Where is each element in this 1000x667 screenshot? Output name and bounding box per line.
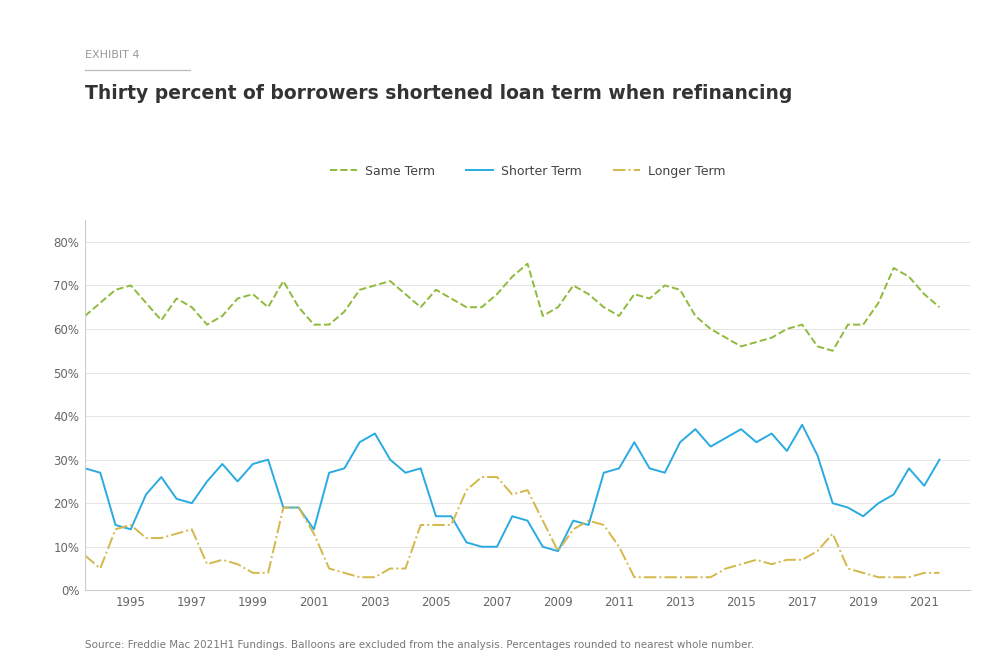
Text: Thirty percent of borrowers shortened loan term when refinancing: Thirty percent of borrowers shortened lo… [85, 85, 792, 103]
Same Term [674, 285, 686, 293]
Longer Term [110, 526, 122, 534]
Longer Term [689, 573, 701, 581]
Longer Term [705, 573, 717, 581]
Longer Term [79, 552, 91, 560]
Line: Same Term: Same Term [85, 263, 939, 351]
Same Term [79, 312, 91, 320]
Shorter Term [445, 512, 457, 520]
Shorter Term [308, 526, 320, 534]
Shorter Term [79, 464, 91, 472]
Same Term [308, 321, 320, 329]
Longer Term [460, 486, 472, 494]
Longer Term [933, 569, 945, 577]
Text: Source: Freddie Mac 2021H1 Fundings. Balloons are excluded from the analysis. Pe: Source: Freddie Mac 2021H1 Fundings. Bal… [85, 640, 754, 650]
Longer Term [354, 573, 366, 581]
Same Term [110, 285, 122, 293]
Text: EXHIBIT 4: EXHIBIT 4 [85, 50, 140, 60]
Shorter Term [796, 421, 808, 429]
Same Term [933, 303, 945, 311]
Longer Term [125, 521, 137, 529]
Shorter Term [933, 456, 945, 464]
Same Term [125, 281, 137, 289]
Shorter Term [110, 521, 122, 529]
Shorter Term [674, 438, 686, 446]
Line: Shorter Term: Shorter Term [85, 425, 939, 551]
Longer Term [476, 473, 488, 481]
Same Term [445, 295, 457, 303]
Same Term [689, 312, 701, 320]
Shorter Term [125, 526, 137, 534]
Same Term [522, 259, 534, 267]
Longer Term [308, 530, 320, 538]
Shorter Term [552, 547, 564, 555]
Shorter Term [689, 425, 701, 433]
Same Term [827, 347, 839, 355]
Line: Longer Term: Longer Term [85, 477, 939, 577]
Legend: Same Term, Shorter Term, Longer Term: Same Term, Shorter Term, Longer Term [325, 159, 730, 183]
